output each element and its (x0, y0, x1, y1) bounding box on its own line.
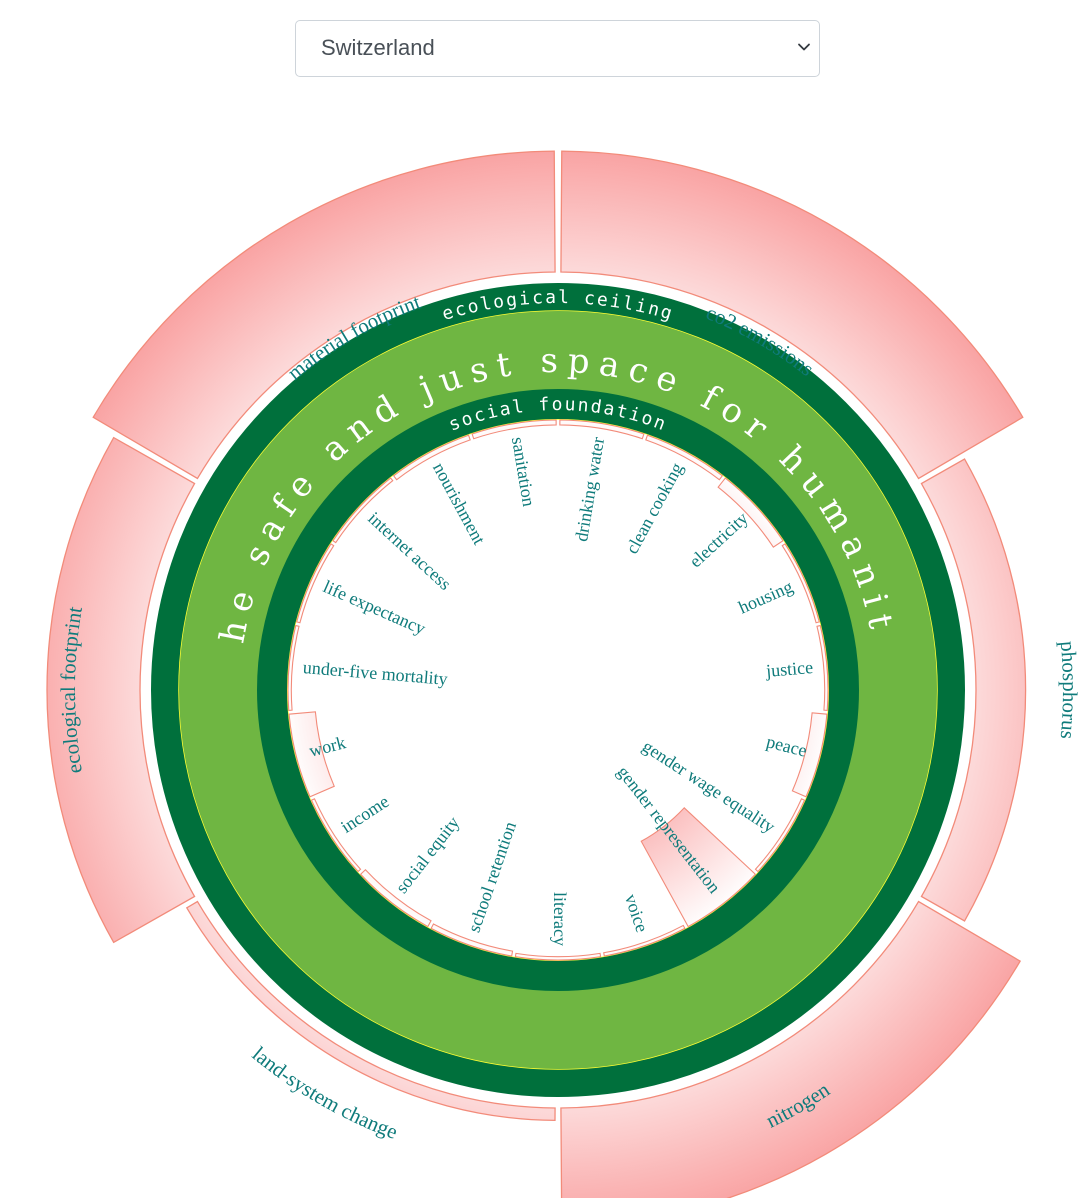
overshoot-land-system-change[interactable] (185, 900, 556, 1122)
social-label-literacy: literacy (550, 892, 570, 946)
eco-label-land-system-change: land-system change (248, 1042, 401, 1144)
chevron-down-icon (798, 43, 810, 51)
shortfall-electricity[interactable] (717, 477, 784, 548)
social-label-justice: justice (764, 657, 813, 681)
shortfall-school-retention[interactable] (430, 923, 514, 957)
shortfall-gender-representation[interactable] (640, 807, 757, 928)
shortfall-peace[interactable] (791, 712, 828, 798)
shortfall-income[interactable] (310, 798, 362, 873)
overshoot-ecological-footprint[interactable] (46, 436, 196, 944)
country-select[interactable]: Switzerland (295, 20, 820, 77)
shortfall-nourishment[interactable] (392, 434, 471, 481)
shortfall-sanitation[interactable] (471, 419, 557, 440)
shortfall-work[interactable] (288, 711, 335, 798)
shortfall-internet-access[interactable] (332, 477, 394, 544)
shortfall-gender-wage-equality[interactable] (754, 798, 806, 873)
overshoot-co2-emissions[interactable] (560, 150, 1024, 480)
overshoot-nitrogen[interactable] (560, 900, 1022, 1198)
shortfall-under-five-mortality[interactable] (287, 624, 300, 712)
overshoot-phosphorus[interactable] (920, 458, 1027, 922)
social-foundation-ring (257, 389, 859, 991)
shortfall-literacy[interactable] (514, 952, 602, 961)
shortfall-drinking-water[interactable] (559, 419, 645, 440)
shortfall-justice[interactable] (816, 624, 829, 712)
eco-label-phosphorus: phosphorus (1056, 640, 1082, 740)
shortfall-voice[interactable] (603, 924, 686, 957)
shortfall-clean-cooking[interactable] (645, 434, 724, 481)
shortfall-social-equity[interactable] (359, 868, 432, 928)
country-select-value: Switzerland (321, 35, 435, 60)
shortfall-life-expectancy[interactable] (296, 543, 335, 624)
shortfall-housing[interactable] (781, 543, 820, 624)
safe-space-ring (179, 311, 937, 1069)
overshoot-material-footprint[interactable] (92, 150, 556, 480)
ecological-ceiling-ring (151, 283, 965, 1097)
